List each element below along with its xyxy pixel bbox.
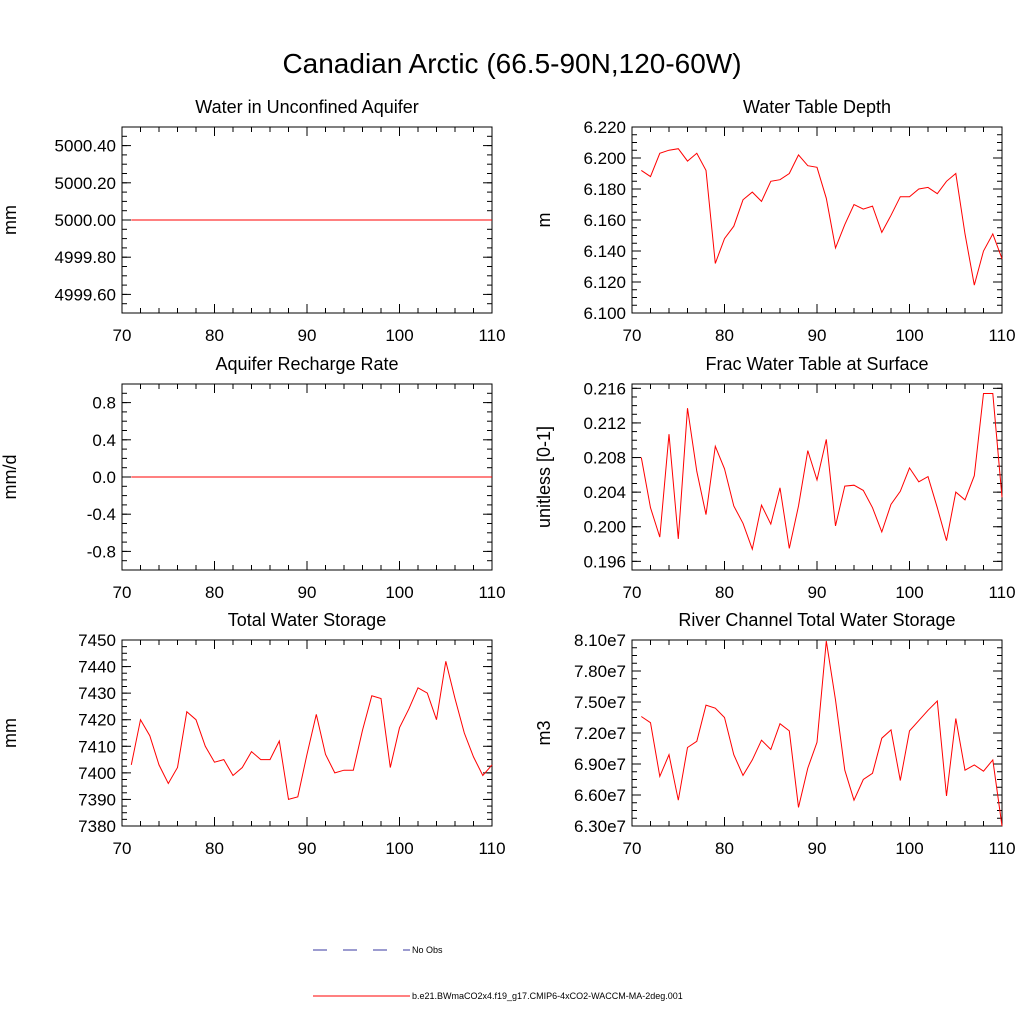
x-tick-label: 110 [478, 839, 505, 858]
legend-no-obs-label: No Obs [412, 945, 443, 955]
x-tick-label: 100 [385, 326, 413, 345]
y-tick-label: 6.180 [583, 180, 626, 199]
x-tick-label: 80 [715, 583, 734, 602]
y-tick-label: 6.220 [583, 118, 626, 137]
y-tick-label: 5000.20 [55, 174, 116, 193]
y-tick-label: 7450 [78, 631, 116, 650]
x-tick-label: 80 [205, 839, 224, 858]
y-tick-label: 4999.80 [55, 248, 116, 267]
panel-title: Water Table Depth [743, 97, 891, 117]
y-tick-label: 6.100 [583, 304, 626, 323]
x-tick-label: 100 [385, 839, 413, 858]
y-tick-label: 0.200 [583, 518, 626, 537]
x-tick-label: 90 [808, 326, 827, 345]
series-line [641, 148, 1003, 286]
x-tick-label: 110 [988, 583, 1015, 602]
x-tick-label: 70 [623, 583, 642, 602]
y-axis-label: m [534, 213, 554, 228]
panel-1: 70 80 90 100 110 4999.60 4999.80 5000.00 5000.20… [0, 97, 506, 345]
x-tick-label: 80 [205, 583, 224, 602]
panel-title: River Channel Total Water Storage [678, 610, 955, 630]
y-tick-label: 6.120 [583, 273, 626, 292]
x-tick-label: 110 [478, 326, 505, 345]
y-tick-label: 0.8 [92, 394, 116, 413]
x-tick-label: 80 [715, 326, 734, 345]
x-tick-label: 70 [113, 326, 132, 345]
x-tick-label: 70 [113, 583, 132, 602]
y-tick-label: 7.20e7 [574, 724, 626, 743]
y-tick-label: 0.208 [583, 449, 626, 468]
series-line [640, 393, 1003, 552]
panel-4: 70 80 90 100 110 0.196 0.200 0.204 0.208 0.212 0.2… [534, 354, 1016, 602]
x-tick-label: 70 [113, 839, 132, 858]
y-axis-label: mm [0, 718, 20, 748]
x-tick-label: 70 [623, 326, 642, 345]
y-tick-label: 6.90e7 [574, 755, 626, 774]
y-tick-label: 7420 [78, 711, 116, 730]
x-tick-label: 100 [895, 326, 923, 345]
y-tick-label: 7390 [78, 790, 116, 809]
x-tick-label: 100 [385, 583, 413, 602]
y-tick-label: 0.204 [583, 483, 626, 502]
y-tick-label: 6.60e7 [574, 786, 626, 805]
y-tick-label: -0.8 [87, 542, 116, 561]
panel-3: 70 80 90 100 110 -0.8 -0.4 0.0 0.4 0.8 Aquifer Rec… [0, 354, 506, 602]
x-tick-label: 90 [298, 583, 317, 602]
y-tick-label: 6.160 [583, 211, 626, 230]
y-tick-label: 7410 [78, 737, 116, 756]
panel-title: Water in Unconfined Aquifer [195, 97, 418, 117]
y-tick-label: 0.216 [583, 379, 626, 398]
y-tick-label: 0.196 [583, 552, 626, 571]
x-tick-label: 90 [298, 326, 317, 345]
y-tick-label: 6.200 [583, 149, 626, 168]
panel-title: Frac Water Table at Surface [705, 354, 928, 374]
x-tick-label: 90 [808, 839, 827, 858]
plot-frame [631, 639, 1003, 827]
x-tick-label: 80 [715, 839, 734, 858]
y-tick-label: 8.10e7 [574, 631, 626, 650]
y-tick-label: 6.30e7 [574, 817, 626, 836]
y-tick-label: 0.4 [92, 431, 116, 450]
y-axis-label: mm/d [0, 455, 20, 500]
series-line [130, 661, 493, 801]
y-tick-label: 5000.00 [55, 211, 116, 230]
x-tick-label: 80 [205, 326, 224, 345]
y-tick-label: 0.212 [583, 414, 626, 433]
y-axis-label: mm [0, 205, 20, 235]
y-tick-label: -0.4 [87, 505, 116, 524]
plot-frame [631, 126, 1003, 314]
panel-title: Total Water Storage [228, 610, 386, 630]
x-tick-label: 110 [478, 583, 505, 602]
panel-6: 70 80 90 100 110 6.30e7 6.60e7 6.90e7 7.20e7 7.50… [534, 610, 1016, 858]
y-tick-label: 7.80e7 [574, 662, 626, 681]
y-tick-label: 7400 [78, 764, 116, 783]
y-tick-label: 7.50e7 [574, 693, 626, 712]
figure-title: Canadian Arctic (66.5-90N,120-60W) [282, 48, 742, 79]
y-tick-label: 6.140 [583, 242, 626, 261]
x-tick-label: 110 [988, 839, 1015, 858]
x-tick-label: 90 [298, 839, 317, 858]
panel-2: 70 80 90 100 110 6.100 6.120 6.140 6.160 6.180 6.2… [534, 97, 1016, 345]
panel-title: Aquifer Recharge Rate [215, 354, 398, 374]
plot-frame [121, 639, 493, 827]
x-tick-label: 70 [623, 839, 642, 858]
legend-model-label: b.e21.BWmaCO2x4.f19_g17.CMIP6-4xCO2-WACC… [412, 991, 683, 1001]
y-tick-label: 7380 [78, 817, 116, 836]
legend: No Obs b.e21.BWmaCO2x4.f19_g17.CMIP6-4xCO… [313, 945, 683, 1001]
y-tick-label: 7440 [78, 658, 116, 677]
x-tick-label: 110 [988, 326, 1015, 345]
x-tick-label: 100 [895, 583, 923, 602]
x-tick-label: 90 [808, 583, 827, 602]
x-tick-label: 100 [895, 839, 923, 858]
y-axis-label: m3 [534, 720, 554, 745]
y-tick-label: 0.0 [92, 468, 116, 487]
y-axis-label: unitless [0-1] [534, 426, 554, 528]
panel-5: 70 80 90 100 110 7380 7390 7400 7410 7420 7430 7440… [0, 610, 506, 858]
y-tick-label: 4999.60 [55, 285, 116, 304]
series-line [641, 640, 1003, 827]
y-tick-label: 5000.40 [55, 137, 116, 156]
y-tick-label: 7430 [78, 684, 116, 703]
